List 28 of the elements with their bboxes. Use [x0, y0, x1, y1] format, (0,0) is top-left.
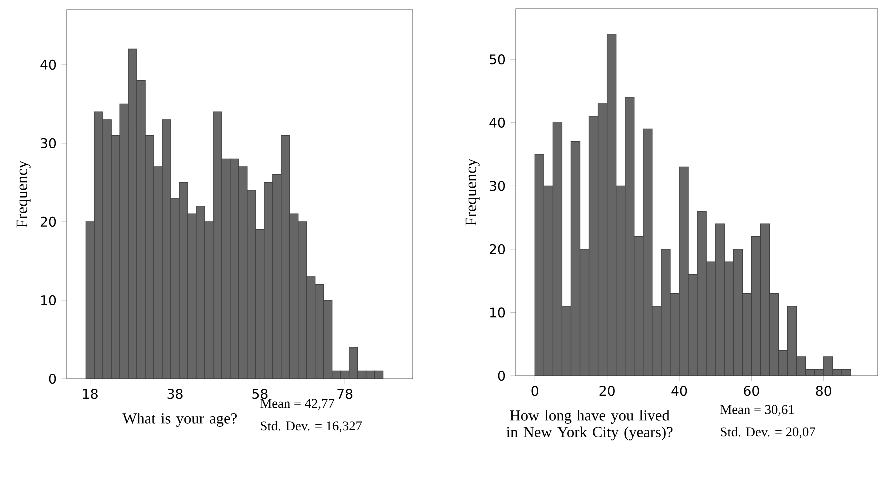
text: Mean = 30,61: [720, 405, 794, 416]
y-tick-label: 0: [49, 374, 56, 384]
y-tick-label: 40: [490, 118, 506, 128]
y-tick-label: 30: [490, 181, 506, 192]
y-axis-title: Frequency: [16, 160, 31, 228]
x-tick-label: 0: [532, 386, 539, 396]
x-tick-label: 40: [672, 386, 688, 396]
y-tick-label: 30: [41, 138, 56, 149]
x-axis-title: How long have you lived in New York City (years)?: [506, 410, 673, 441]
x-tick-label: 38: [168, 389, 183, 400]
x-tick-label: 80: [816, 386, 832, 396]
x-tick-label: 18: [83, 389, 98, 400]
y-tick-label: 20: [490, 244, 506, 254]
y-tick-label: 20: [40, 216, 56, 228]
x-tick-label: 60: [744, 386, 760, 396]
text: Mean = 42,77: [260, 399, 334, 410]
x-tick-label: 58: [252, 389, 268, 400]
y-tick-label: 10: [41, 295, 56, 306]
x-tick-label: 20: [600, 386, 615, 396]
y-tick-label: 10: [490, 308, 506, 318]
text: Std. Dev. = 16,327: [261, 421, 362, 433]
x-axis-title: What is your age?: [122, 413, 237, 427]
y-tick-label: 50: [490, 54, 506, 65]
y-axis-title: Frequency: [466, 158, 480, 226]
text: Std. Dev. = 20,07: [721, 427, 816, 439]
y-tick-label: 40: [40, 60, 56, 70]
x-tick-label: 78: [338, 389, 353, 400]
y-tick-label: 0: [498, 370, 506, 382]
